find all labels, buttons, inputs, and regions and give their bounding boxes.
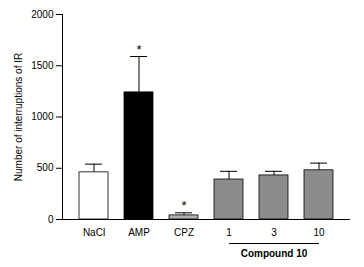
svg-text:1500: 1500	[31, 60, 54, 71]
svg-text:Compound 10: Compound 10	[241, 248, 308, 259]
svg-text:AMP: AMP	[128, 227, 150, 238]
svg-text:10: 10	[313, 227, 325, 238]
svg-text:1: 1	[226, 227, 232, 238]
svg-text:3: 3	[271, 227, 277, 238]
svg-text:1000: 1000	[31, 111, 54, 122]
svg-text:CPZ: CPZ	[174, 227, 194, 238]
svg-text:500: 500	[37, 162, 54, 173]
svg-text:NaCl: NaCl	[83, 227, 105, 238]
svg-text:Number of interruptions of IR: Number of interruptions of IR	[13, 53, 24, 181]
svg-text:*: *	[136, 42, 141, 57]
svg-text:*: *	[181, 198, 186, 213]
svg-text:0: 0	[48, 214, 54, 225]
svg-text:2000: 2000	[31, 9, 54, 20]
